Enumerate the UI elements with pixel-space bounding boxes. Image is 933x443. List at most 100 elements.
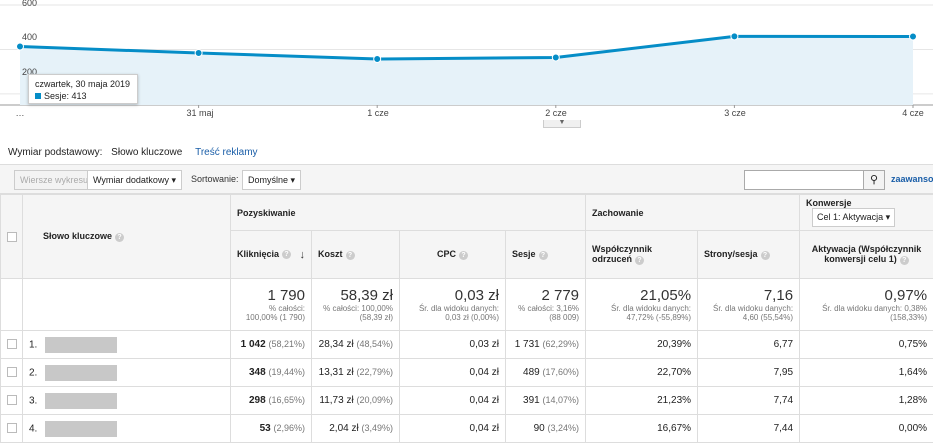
total-bounce: 21,05%Śr. dla widoku danych:47,72% (-55,… [586,279,698,331]
data-point[interactable] [17,43,24,50]
sort-select[interactable]: Domyślne ▾ [242,170,301,190]
data-point[interactable] [195,50,202,57]
row-select-cell [1,387,23,415]
col-bounce[interactable]: Współczynnik odrzuceń? [586,231,698,279]
chevron-down-icon: ▾ [291,175,296,185]
sort-desc-icon[interactable]: ↓ [300,249,306,261]
clicks-pct: (19,44%) [268,367,305,377]
help-icon[interactable]: ? [900,256,909,265]
help-icon[interactable]: ? [346,251,355,260]
select-all-checkbox[interactable] [7,232,17,242]
help-icon[interactable]: ? [761,251,770,260]
keyword-redacted[interactable] [45,365,117,381]
total-sub: 47,72% (-55,89%) [592,313,691,322]
total-sub: Śr. dla widoku danych: 0,38% [806,304,927,313]
data-point[interactable] [731,33,738,40]
row-cost: 11,73 zł (20,09%) [312,387,400,415]
row-keyword: 3. [23,387,231,415]
col-sessions[interactable]: Sesje? [506,231,586,279]
collapse-chart-button[interactable]: ▼ [543,120,581,128]
col-cpc[interactable]: CPC? [400,231,506,279]
row-bounce: 20,39% [586,331,698,359]
total-value: 2 779 [512,287,579,304]
row-sessions: 391 (14,07%) [506,387,586,415]
goal-select[interactable]: Cel 1: Aktywacja ▾ [812,208,895,227]
row-pages: 6,77 [698,331,800,359]
tooltip-value: Sesje: 413 [44,91,87,101]
row-sessions: 1 731 (62,29%) [506,331,586,359]
advanced-link[interactable]: zaawansowane [891,174,933,184]
total-value: 0,97% [806,287,927,304]
tooltip-title: czwartek, 30 maja 2019 [35,78,131,90]
sessions-value: 90 [534,423,545,434]
col-clicks[interactable]: Kliknięcia?↓ [231,231,312,279]
col-pages[interactable]: Strony/sesja? [698,231,800,279]
row-clicks: 298 (16,65%) [231,387,312,415]
row-sessions: 90 (3,24%) [506,415,586,443]
row-keyword: 1. [23,331,231,359]
keyword-redacted[interactable] [45,393,117,409]
total-sub: (88 009) [512,313,579,322]
sessions-pct: (14,07%) [543,395,580,405]
sessions-pct: (62,29%) [543,339,580,349]
data-point[interactable] [552,54,559,61]
sessions-area [20,36,913,105]
plot-rows-button[interactable]: Wiersze wykresu [14,170,94,190]
row-checkbox[interactable] [7,395,17,405]
secondary-dimension-select[interactable]: Wymiar dodatkowy ▾ [87,170,182,190]
goal-select-value: Cel 1: Aktywacja [817,212,883,222]
data-point[interactable] [910,33,917,40]
x-label: 31 maj [186,108,213,118]
total-sub: 0,03 zł (0,00%) [406,313,499,322]
row-checkbox[interactable] [7,339,17,349]
help-icon[interactable]: ? [635,256,644,265]
clicks-value: 53 [260,423,271,434]
cost-value: 11,73 zł [319,395,353,406]
help-icon[interactable]: ? [459,251,468,260]
help-icon[interactable]: ? [115,233,124,242]
keyword-redacted[interactable] [45,337,117,353]
sessions-pct: (3,24%) [548,423,580,433]
dimension-ad-content[interactable]: Treść reklamy [195,147,257,158]
keyword-redacted[interactable] [45,421,117,437]
chevron-down-icon: ▾ [886,212,891,222]
cost-value: 2,04 zł [329,423,358,434]
row-cpc: 0,04 zł [400,359,506,387]
cost-value: 28,34 zł [319,339,354,350]
row-conversion: 0,75% [800,331,933,359]
data-point[interactable] [374,56,381,63]
sort-label: Sortowanie: [191,174,239,184]
row-select-cell [1,415,23,443]
row-pages: 7,44 [698,415,800,443]
row-sessions: 489 (17,60%) [506,359,586,387]
series-swatch [35,93,41,99]
row-keyword: 2. [23,359,231,387]
total-sub: % całości: 100,00% [318,304,393,313]
clicks-value: 1 042 [241,339,266,350]
search-button[interactable]: ⚲ [863,170,885,190]
total-conversion: 0,97%Śr. dla widoku danych: 0,38%(158,33… [800,279,933,331]
col-keyword[interactable]: Słowo kluczowe? [23,195,231,279]
sort-value: Domyślne [248,175,288,185]
col-conversion[interactable]: Aktywacja (Współczynnik konwersji celu 1… [800,231,933,279]
row-checkbox[interactable] [7,423,17,433]
row-conversion: 1,64% [800,359,933,387]
conversions-label: Konwersje [806,198,852,208]
dimension-keyword[interactable]: Słowo kluczowe [111,147,182,158]
col-cost[interactable]: Koszt? [312,231,400,279]
y-tick-600: 600 [22,0,37,8]
help-icon[interactable]: ? [282,250,291,259]
row-cost: 28,34 zł (48,54%) [312,331,400,359]
total-value: 1 790 [237,287,305,304]
search-input[interactable] [744,170,864,190]
x-label: 4 cze [902,108,924,118]
totals-empty [23,279,231,331]
chart-tooltip: czwartek, 30 maja 2019 Sesje: 413 [28,74,138,104]
row-checkbox[interactable] [7,367,17,377]
row-clicks: 53 (2,96%) [231,415,312,443]
help-icon[interactable]: ? [539,251,548,260]
row-keyword: 4. [23,415,231,443]
total-sessions: 2 779% całości: 3,16%(88 009) [506,279,586,331]
